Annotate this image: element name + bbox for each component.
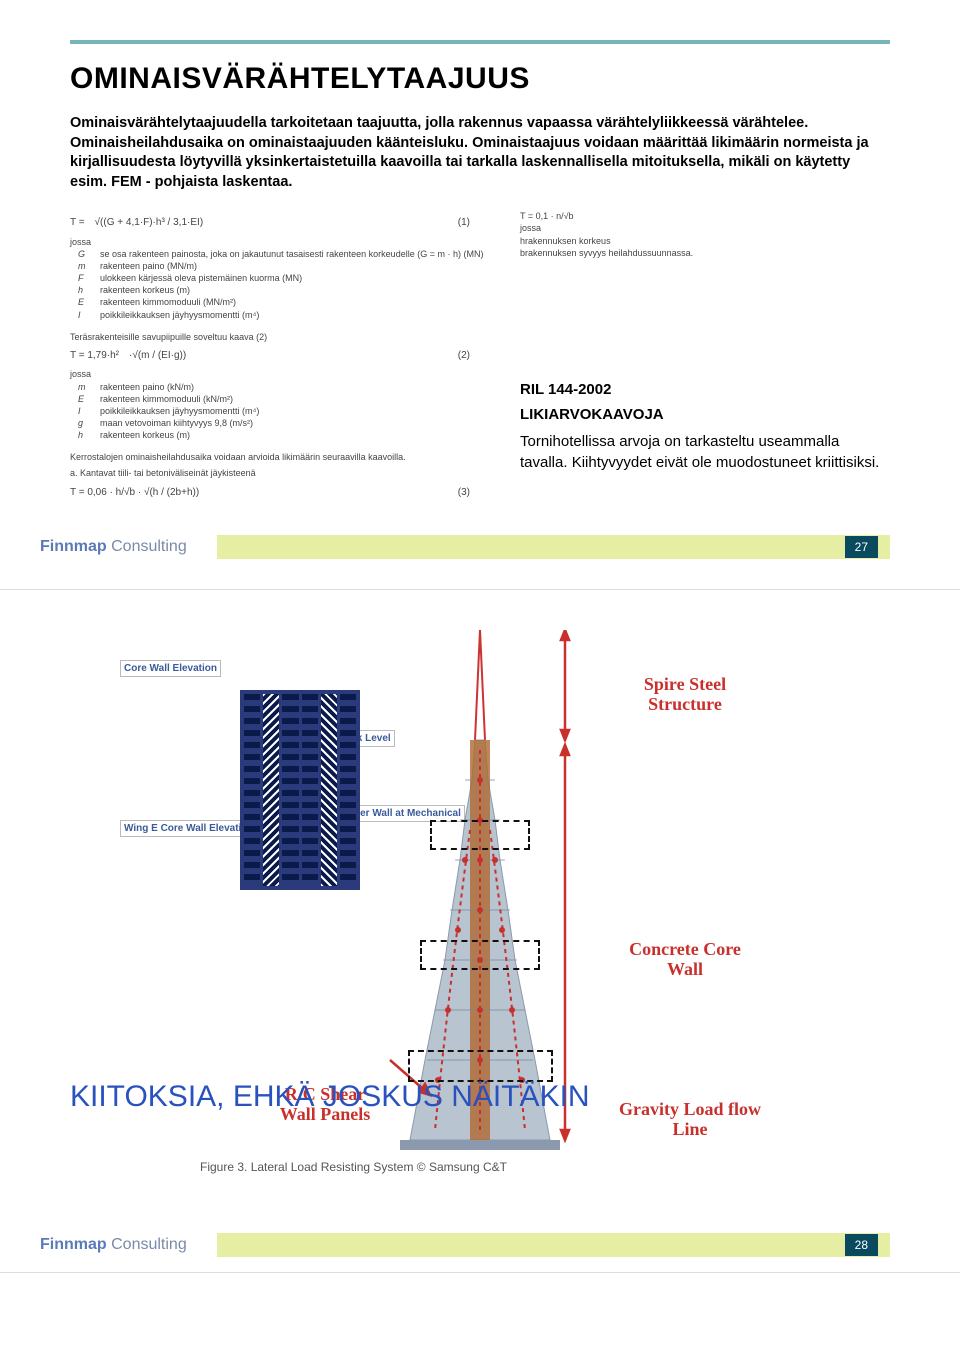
annotation-body: Tornihotellissa arvoja on tarkasteltu us… <box>520 431 890 473</box>
equation-1: T = √((G + 4,1·F)·h³ / 3,1·EI) (1) <box>70 216 490 230</box>
def-text: poikkileikkauksen jäyhyysmomentti (m⁴) <box>100 309 259 321</box>
subhead-1: Teräsrakenteisille savupiipuille soveltu… <box>70 331 490 343</box>
eq2-root: ·√(m / (EI·g)) <box>129 349 186 363</box>
slide-27: OMINAISVÄRÄHTELYTAAJUUS Ominaisvärähtely… <box>0 0 960 590</box>
eq1-num: (1) <box>458 216 470 230</box>
slide-content: OMINAISVÄRÄHTELYTAAJUUS Ominaisvärähtely… <box>0 0 960 515</box>
logo: Finnmap Consulting <box>40 1236 187 1254</box>
logo-main: Finnmap <box>40 538 107 555</box>
eq2-num: (2) <box>458 349 470 363</box>
def-text: maan vetovoiman kiihtyvyys 9,8 (m/s²) <box>100 417 253 429</box>
panel-col <box>340 694 356 886</box>
sym: I <box>78 309 92 321</box>
def-text: rakennuksen syvyys heilahdussuunnassa. <box>525 248 693 258</box>
eq4-lhs: T = 0,1 · n/√b <box>520 211 574 221</box>
def-text: rakennuksen korkeus <box>525 236 611 246</box>
page-number: 28 <box>845 1234 878 1256</box>
footer: Finnmap Consulting 28 <box>0 1233 960 1257</box>
def-text: ulokkeen kärjessä oleva pistemäinen kuor… <box>100 272 302 284</box>
def-text: rakenteen kimmomoduuli (kN/m²) <box>100 393 233 405</box>
page-title: OMINAISVÄRÄHTELYTAAJUUS <box>70 62 890 96</box>
eq1-lhs: T = <box>70 216 85 230</box>
intro-paragraph: Ominaisvärähtelytaajuudella tarkoitetaan… <box>70 114 890 192</box>
top-rule <box>70 40 890 44</box>
jossa-1: jossa <box>70 236 490 248</box>
formula-block-right: T = 0,1 · n/√b jossa hrakennuksen korkeu… <box>520 210 890 259</box>
dashed-box <box>420 940 540 970</box>
footer: Finnmap Consulting 27 <box>0 535 960 569</box>
logo-main: Finnmap <box>40 1236 107 1253</box>
subhead-2: Kerrostalojen ominaisheilahdusaika voida… <box>70 451 490 463</box>
eq2-lhs: T = 1,79·h² <box>70 349 119 363</box>
label-wing-elevation: Wing E Core Wall Elevation <box>120 820 258 837</box>
label-gravity: Gravity Load flow Line <box>610 1100 770 1140</box>
right-column: T = 0,1 · n/√b jossa hrakennuksen korkeu… <box>520 210 890 505</box>
jossa-3: jossa <box>520 222 890 234</box>
logo-sub: Consulting <box>111 1236 187 1253</box>
annotation-title: LIKIARVOKAAVOJA <box>520 404 890 425</box>
slide-28: Core Wall Elevation Wing E Core Wall Ele… <box>0 590 960 1273</box>
label-concrete: Concrete Core Wall <box>610 940 760 980</box>
equation-3: T = 0,06 · h/√b · √(h / (2b+h)) (3) <box>70 486 490 500</box>
sym: G <box>78 248 92 260</box>
sym: g <box>78 417 92 429</box>
sym: m <box>78 260 92 272</box>
sym: E <box>78 393 92 405</box>
sym: E <box>78 296 92 308</box>
eq3-lhs: T = 0,06 · h/√b · √(h / (2b+h)) <box>70 486 199 500</box>
sym: h <box>78 429 92 441</box>
jossa-2: jossa <box>70 368 490 380</box>
dashed-box <box>408 1050 553 1082</box>
content-columns: T = √((G + 4,1·F)·h³ / 3,1·EI) (1) jossa… <box>70 210 890 505</box>
page-number: 27 <box>845 536 878 558</box>
def-text: poikkileikkauksen jäyhyysmomentti (m⁴) <box>100 405 259 417</box>
def-text: rakenteen paino (kN/m) <box>100 381 194 393</box>
logo: Finnmap Consulting <box>40 538 187 556</box>
panel-col <box>263 694 279 886</box>
eq1-root: √((G + 4,1·F)·h³ / 3,1·EI) <box>95 216 204 230</box>
defs-1: Gse osa rakenteen painosta, joka on jaka… <box>70 248 490 321</box>
defs-2: m rakenteen paino (kN/m) Erakenteen kimmo… <box>70 381 490 442</box>
label-spire: Spire Steel Structure <box>610 675 760 715</box>
slide2-title: KIITOKSIA, EHKÄ JOSKUS NÄITÄKIN <box>70 1080 590 1114</box>
def-text: rakenteen kimmomoduuli (MN/m²) <box>100 296 236 308</box>
sym: h <box>78 284 92 296</box>
logo-sub: Consulting <box>111 538 187 555</box>
formula-block: T = √((G + 4,1·F)·h³ / 3,1·EI) (1) jossa… <box>70 216 490 499</box>
panel-col <box>282 694 298 886</box>
sym: m <box>78 381 92 393</box>
formula-column-left: T = √((G + 4,1·F)·h³ / 3,1·EI) (1) jossa… <box>70 210 490 505</box>
corewall-panel <box>240 690 360 890</box>
def-text: rakenteen korkeus (m) <box>100 284 190 296</box>
sym: F <box>78 272 92 284</box>
defs-3: hrakennuksen korkeus brakennuksen syvyys… <box>520 235 890 259</box>
footer-strip: 28 <box>217 1233 890 1257</box>
dashed-box <box>430 820 530 850</box>
panel-col <box>244 694 260 886</box>
panel-col <box>321 694 337 886</box>
def-text: se osa rakenteen painosta, joka on jakau… <box>100 248 483 260</box>
label-core-elevation: Core Wall Elevation <box>120 660 221 677</box>
def-text: rakenteen paino (MN/m) <box>100 260 197 272</box>
footer-strip: 27 <box>217 535 890 559</box>
subhead-3: a. Kantavat tiili- tai betoniväliseinät … <box>70 467 490 479</box>
equation-2: T = 1,79·h² ·√(m / (EI·g)) (2) <box>70 349 490 363</box>
figure-caption: Figure 3. Lateral Load Resisting System … <box>200 1160 507 1174</box>
equation-4: T = 0,1 · n/√b <box>520 210 890 222</box>
def-text: rakenteen korkeus (m) <box>100 429 190 441</box>
sym: I <box>78 405 92 417</box>
eq3-num: (3) <box>458 486 470 500</box>
annotation-block: RIL 144-2002 LIKIARVOKAAVOJA Tornihotell… <box>520 379 890 473</box>
annotation-ref: RIL 144-2002 <box>520 379 890 400</box>
panel-col <box>302 694 318 886</box>
